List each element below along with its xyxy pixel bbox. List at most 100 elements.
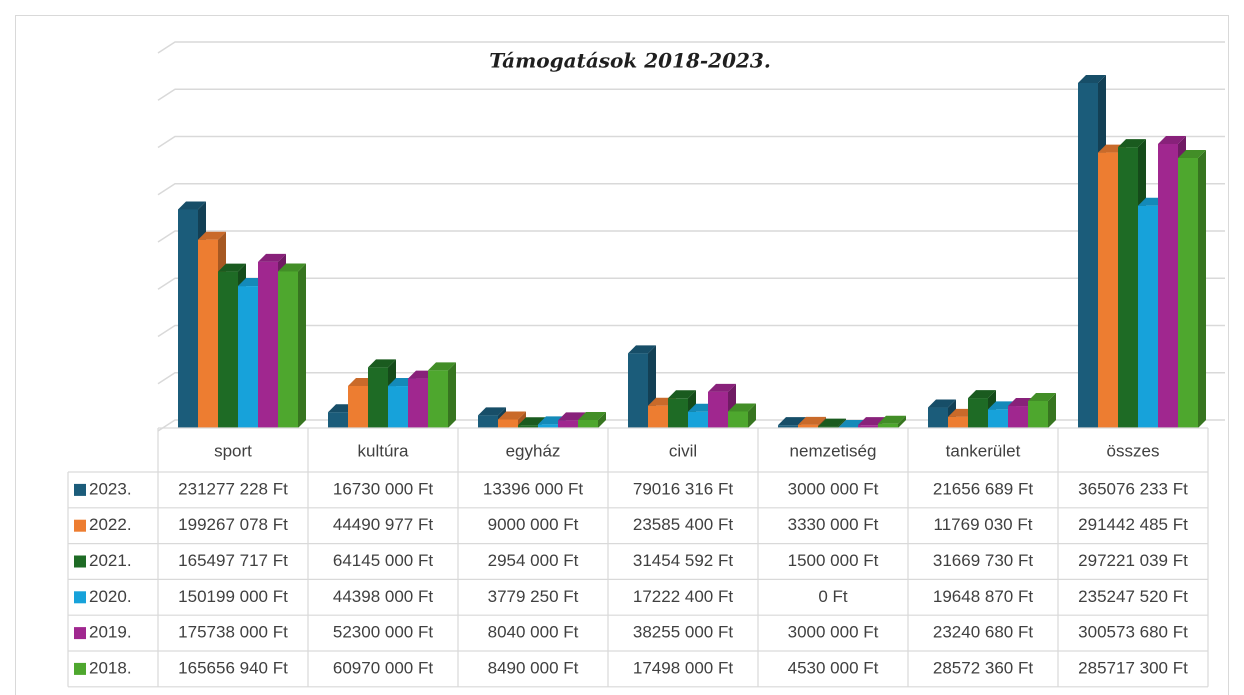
grid-line [157, 41, 1225, 54]
bar [648, 405, 668, 428]
bar [858, 425, 878, 428]
bar [278, 271, 298, 428]
table-value: 31454 592 Ft [633, 551, 733, 570]
x-tick-label: kultúra [357, 441, 409, 460]
bar [518, 425, 538, 428]
bar-top [1158, 135, 1186, 144]
table-value: 150199 000 Ft [178, 587, 288, 606]
bar [388, 386, 408, 428]
bar [198, 239, 218, 428]
bar [728, 411, 748, 428]
table-value: 11769 030 Ft [934, 515, 1033, 534]
legend-label: 2020. [89, 587, 132, 606]
table-value: 365076 233 Ft [1078, 479, 1188, 498]
legend-label: 2018. [89, 658, 132, 677]
table-value: 64145 000 Ft [333, 551, 433, 570]
bar [328, 412, 348, 428]
bar [708, 391, 728, 428]
legend-label: 2023. [89, 479, 132, 498]
bar [478, 415, 498, 428]
bar-top [1078, 75, 1106, 84]
bar-top [798, 416, 826, 425]
table-value: 1500 000 Ft [788, 551, 879, 570]
bar-side [838, 418, 846, 428]
bar [1028, 400, 1048, 428]
bar-top [818, 418, 846, 427]
bar-top [218, 263, 246, 272]
table-value: 60970 000 Ft [333, 658, 433, 677]
bar [818, 426, 838, 428]
bar-top [428, 362, 456, 371]
table-value: 0 Ft [818, 587, 848, 606]
bar [218, 271, 238, 428]
bar [258, 261, 278, 428]
bar [1178, 157, 1198, 429]
bar [368, 367, 388, 428]
bar-top [578, 411, 606, 420]
legend-swatch [74, 483, 86, 496]
table-value: 38255 000 Ft [633, 623, 733, 642]
table-value: 44490 977 Ft [333, 515, 433, 534]
table-value: 44398 000 Ft [333, 587, 433, 606]
legend-swatch [74, 555, 86, 568]
table-value: 165497 717 Ft [178, 551, 288, 570]
grid-line [157, 88, 1225, 101]
x-tick-label: tankerület [946, 441, 1021, 460]
bar [688, 411, 708, 428]
bar-top [558, 412, 586, 421]
bar-side [448, 362, 456, 428]
legend-label: 2021. [89, 551, 132, 570]
bar [948, 416, 968, 428]
bar-top [498, 411, 526, 420]
bar [1138, 205, 1158, 428]
bar-top [1028, 392, 1056, 401]
table-value: 297221 039 Ft [1078, 551, 1188, 570]
bar-top [708, 383, 736, 392]
legend-swatch [74, 519, 86, 532]
bar-side [1048, 392, 1056, 428]
bar [578, 419, 598, 428]
grid-line [157, 183, 1225, 196]
table-value: 291442 485 Ft [1078, 515, 1188, 534]
bar [178, 209, 198, 428]
table-value: 79016 316 Ft [633, 479, 733, 498]
table-value: 235247 520 Ft [1078, 587, 1188, 606]
table-value: 4530 000 Ft [788, 658, 879, 677]
grid-line [157, 324, 1225, 338]
legend-swatch [74, 627, 86, 640]
bar-top [178, 201, 206, 210]
table-value: 17498 000 Ft [633, 658, 733, 677]
bar-top [1178, 149, 1206, 158]
bar [798, 424, 818, 428]
bar [1118, 147, 1138, 429]
bar [968, 398, 988, 428]
bar [498, 419, 518, 428]
bar-top [478, 407, 506, 416]
table-value: 23585 400 Ft [633, 515, 733, 534]
bar-top [628, 345, 656, 354]
table-value: 2954 000 Ft [488, 551, 579, 570]
bar-top [668, 390, 696, 399]
table-value: 231277 228 Ft [178, 479, 288, 498]
bar-top [278, 263, 306, 272]
table-value: 300573 680 Ft [1078, 623, 1188, 642]
table-value: 199267 078 Ft [178, 515, 288, 534]
bar [1078, 83, 1098, 428]
table-value: 3000 000 Ft [788, 623, 879, 642]
chart-title: Támogatások 2018-2023. [489, 49, 771, 73]
bar-side [598, 411, 606, 428]
bar [928, 407, 948, 428]
legend-swatch [74, 662, 86, 675]
table-value: 8490 000 Ft [488, 658, 579, 677]
table-value: 3330 000 Ft [788, 515, 879, 534]
x-tick-label: nemzetiség [790, 441, 877, 460]
table-value: 16730 000 Ft [333, 479, 433, 498]
x-tick-label: összes [1107, 441, 1160, 460]
bar [988, 409, 1008, 428]
bar-top [878, 415, 906, 424]
bar [1158, 143, 1178, 428]
bar [558, 420, 578, 428]
grid-line [157, 135, 1225, 149]
bar [408, 378, 428, 428]
bar [668, 398, 688, 428]
